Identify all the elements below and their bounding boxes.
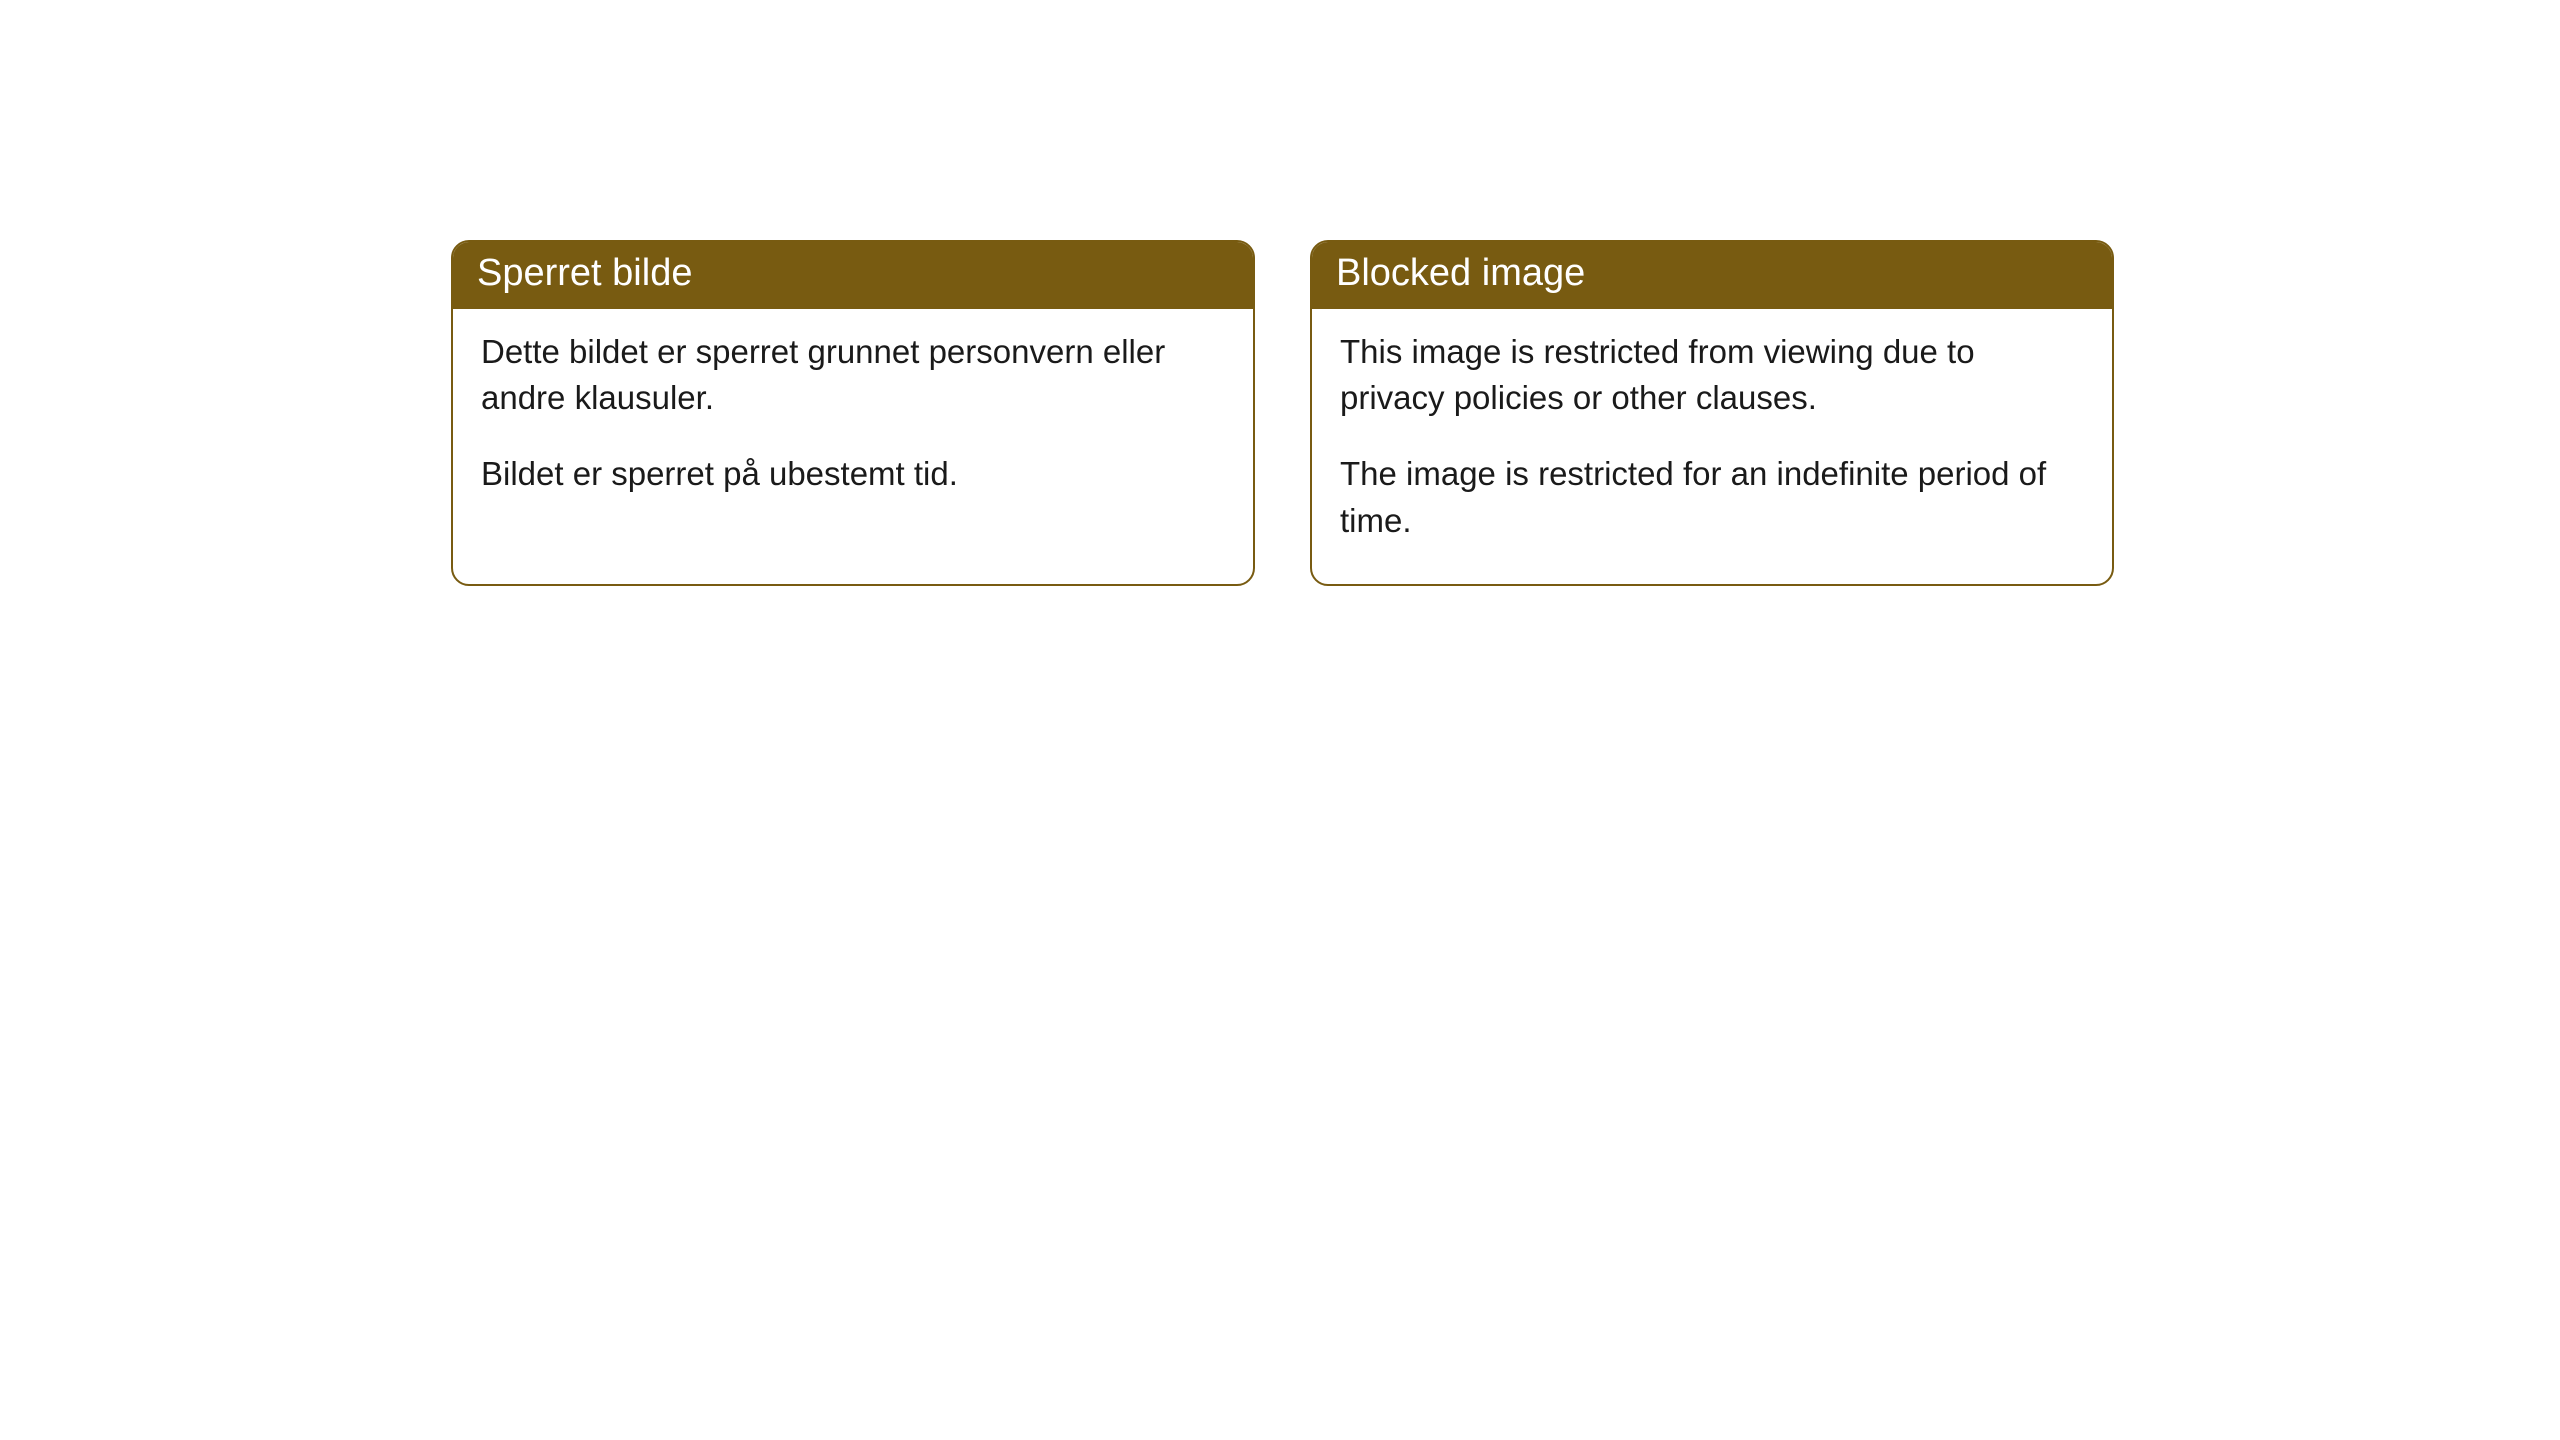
notice-card-norwegian: Sperret bilde Dette bildet er sperret gr… <box>451 240 1255 586</box>
card-paragraph-2-english: The image is restricted for an indefinit… <box>1340 451 2084 543</box>
notice-cards-container: Sperret bilde Dette bildet er sperret gr… <box>451 240 2114 586</box>
card-paragraph-2-norwegian: Bildet er sperret på ubestemt tid. <box>481 451 1225 497</box>
card-body-english: This image is restricted from viewing du… <box>1312 309 2112 584</box>
card-title-norwegian: Sperret bilde <box>477 252 692 294</box>
card-paragraph-1-english: This image is restricted from viewing du… <box>1340 329 2084 421</box>
card-header-norwegian: Sperret bilde <box>453 242 1253 309</box>
card-title-english: Blocked image <box>1336 252 1585 294</box>
card-body-norwegian: Dette bildet er sperret grunnet personve… <box>453 309 1253 538</box>
notice-card-english: Blocked image This image is restricted f… <box>1310 240 2114 586</box>
card-header-english: Blocked image <box>1312 242 2112 309</box>
card-paragraph-1-norwegian: Dette bildet er sperret grunnet personve… <box>481 329 1225 421</box>
